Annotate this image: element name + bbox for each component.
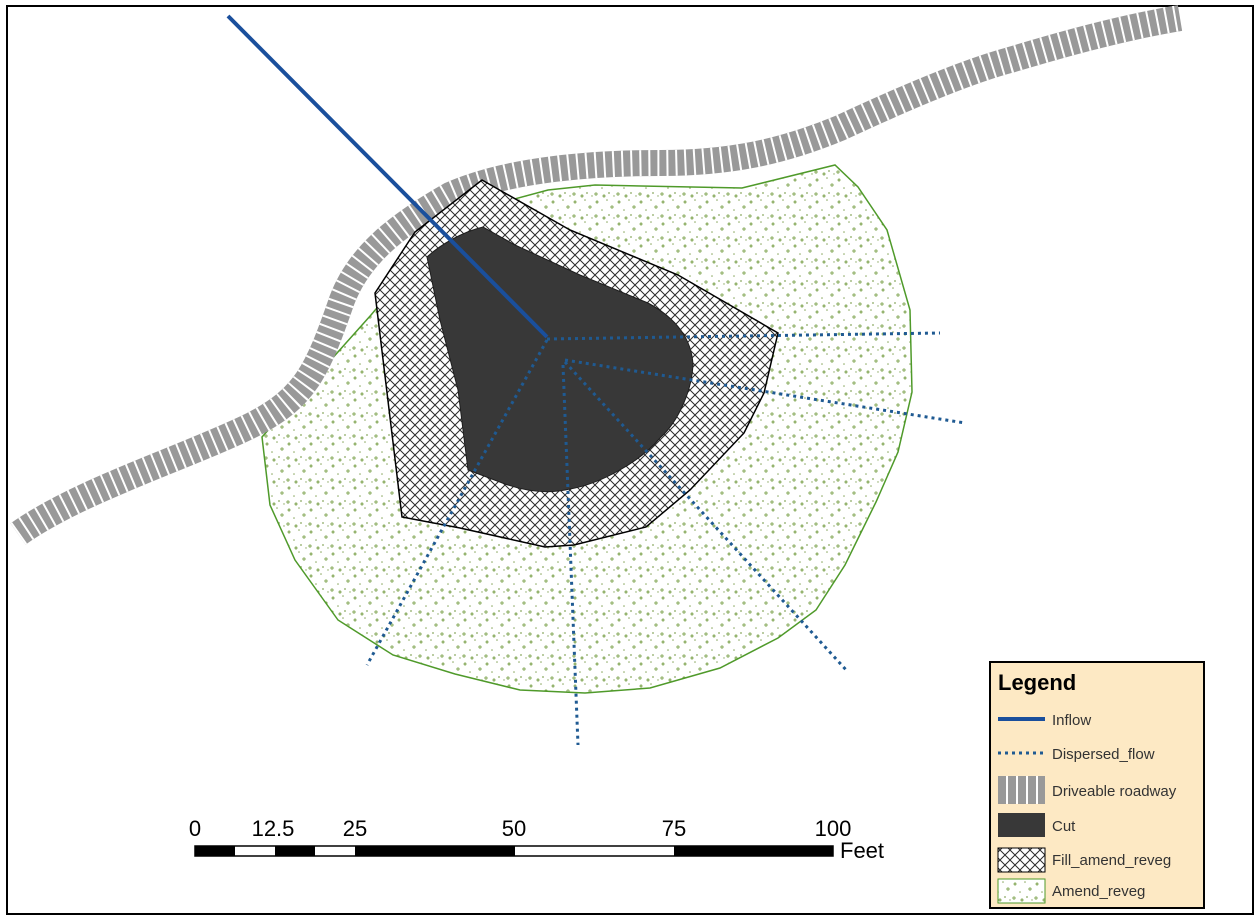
legend-label-cut: Cut	[1052, 818, 1076, 835]
legend-label-inflow: Inflow	[1052, 712, 1091, 729]
scale-label-100: 100	[815, 816, 852, 841]
legend-label-amend-reveg: Amend_reveg	[1052, 883, 1145, 900]
inflow-line	[226, 14, 549, 339]
legend-cut-symbol	[998, 813, 1045, 837]
legend-label-driveable-roadway: Driveable roadway	[1052, 783, 1177, 800]
cut-area	[426, 226, 694, 493]
scale-bar-segment	[195, 846, 235, 856]
driveable-roadway	[10, 5, 1183, 545]
legend-amend-symbol	[997, 878, 1046, 904]
scale-label-25: 25	[343, 816, 367, 841]
dispersed-flow-east	[546, 331, 941, 341]
legend-label-fill-amend-reveg: Fill_amend_reveg	[1052, 852, 1171, 869]
dispersed-flow-east-southeast	[564, 358, 966, 425]
legend-label-dispersed-flow: Dispersed_flow	[1052, 746, 1155, 763]
scale-unit: Feet	[840, 838, 884, 863]
dispersed-flow-lines	[365, 331, 966, 746]
legend-road-symbol	[998, 776, 1045, 804]
scale-label-50: 50	[502, 816, 526, 841]
dispersed-flow-south	[561, 364, 580, 746]
legend-fill-symbol	[997, 847, 1046, 873]
scale-bar-segment	[355, 846, 515, 856]
scale-bar: 0 12.5 25 50 75 100 Feet	[189, 816, 884, 863]
scale-bar-segment	[674, 846, 833, 856]
scale-label-0: 0	[189, 816, 201, 841]
scale-label-12-5: 12.5	[252, 816, 295, 841]
scale-bar-segment	[275, 846, 315, 856]
legend: Legend Inflow Dispersed_flow Driveable r…	[989, 661, 1205, 909]
legend-title: Legend	[998, 670, 1076, 695]
scale-label-75: 75	[662, 816, 686, 841]
dispersed-flow-southwest	[365, 339, 549, 666]
